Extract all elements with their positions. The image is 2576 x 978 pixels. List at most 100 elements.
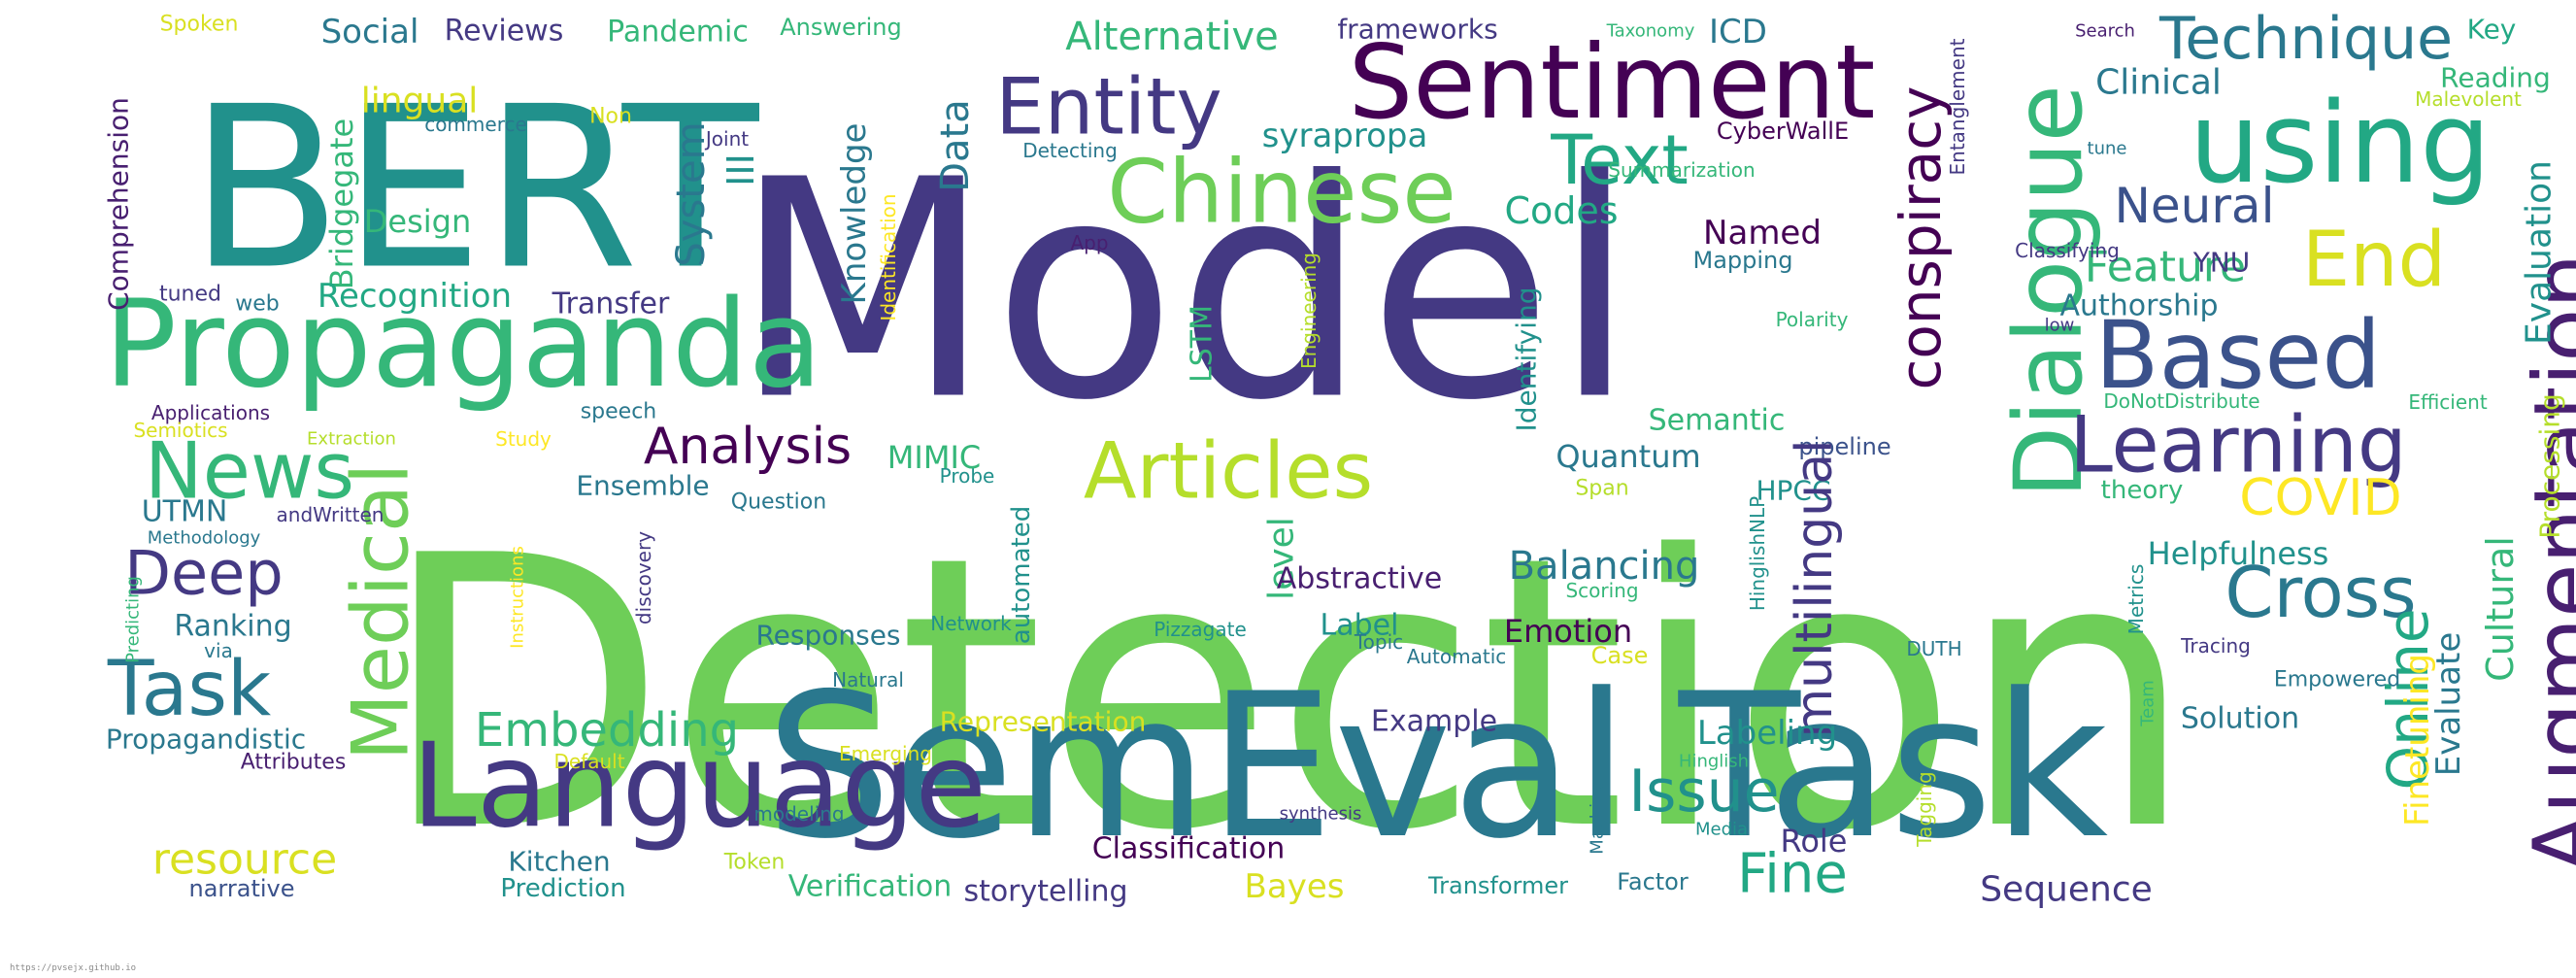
word-detecting-59: Detecting [1022,139,1118,162]
word-detection-0: Detection [380,477,2195,912]
word-knowledge-58: Knowledge [835,123,874,305]
word-recognition-74: Recognition [318,277,512,316]
word-multilingual-109: multilingual [1786,439,1844,737]
word-propagandistic-134: Propagandistic [106,724,306,756]
word-transfer-75: Transfer [552,287,670,321]
word-kitchen-149: Kitchen [508,846,610,878]
word-chinese-9: Chinese [1107,142,1456,244]
word-default-140: Default [553,750,624,773]
word-issue-29: Issue [1628,758,1779,826]
word-speech-88: speech [581,400,657,424]
word-hinglish-142: Hinglish [1679,752,1749,772]
word-example-136: Example [1371,705,1497,739]
word-theory-95: theory [2101,476,2184,505]
word-frameworks-41: frameworks [1337,14,1497,46]
word-natural-133: Natural [832,668,904,691]
word-bert-2: BERT [189,60,760,320]
word-efficient-84: Efficient [2408,390,2488,414]
word-semeval-3: SemEval [765,652,1628,883]
word-named-68: Named [1703,214,1822,253]
word-token-150: Token [723,851,786,875]
word-ranking-115: Ranking [174,610,291,644]
word-non-50: Non [589,105,632,129]
word-attributes-139: Attributes [241,751,347,775]
word-dialogue-13: Dialogue [1994,84,2103,498]
word-language-5: Language [412,720,987,855]
word-ensemble-96: Ensemble [576,470,709,502]
word-answering-39: Answering [780,14,902,41]
word-analysis-21: Analysis [644,418,852,476]
word-donotdistribute-85: DoNotDistribute [2103,389,2259,413]
word-discovery-105: discovery [632,531,655,624]
word-app-70: App [1070,231,1108,254]
word-syrapropa-60: syrapropa [1262,117,1428,155]
word-verification-152: Verification [788,870,953,904]
word-tagging-143: Tagging [1913,771,1936,847]
word-ynu-65: YNU [2192,247,2251,279]
word-data-32: Data [933,99,978,192]
word-solution-138: Solution [2181,702,2299,736]
word-classifying-80: Classifying [2015,239,2120,262]
word-role-148: Role [1781,823,1848,860]
word-media-147: Media [1695,820,1748,840]
word-methodology-103: Methodology [148,528,261,549]
word-processing-86: Processing [2534,393,2566,539]
word-entity-8: Entity [995,62,1222,152]
word-tracing-128: Tracing [2180,634,2251,658]
word-applications-87: Applications [151,401,270,424]
word-narrative-153: narrative [189,875,295,902]
word-balancing-108: Balancing [1509,544,1700,589]
word-lstm-73: LSTM [1186,305,1220,383]
word-technique-12: Technique [2158,5,2453,73]
word-storytelling-155: storytelling [963,875,1127,909]
word-extraction-90: Extraction [307,429,396,450]
word-sequence-159: Sequence [1980,870,2153,910]
word-duth-127: DUTH [1906,637,1961,660]
word-summarization-62: Summarization [1608,158,1755,182]
word-alternative-35: Alternative [1065,15,1278,59]
word-resource-31: resource [152,835,337,885]
word-propaganda-6: Propaganda [104,275,821,415]
word-andwritten-102: andWritten [277,503,385,526]
word-identification-71: Identification [877,193,900,320]
word-factor-158: Factor [1617,868,1689,895]
word-polarity-79: Polarity [1776,308,1849,331]
word-hpcc-99: HPCC [1756,475,1830,507]
word-prediction-154: Prediction [500,874,625,903]
word-pandemic-38: Pandemic [607,16,749,50]
word-sentiment-7: Sentiment [1349,23,1876,142]
word-text-10: Text [1550,120,1689,200]
word-evaluate-130: Evaluate [2429,632,2468,777]
word-entanglement-63: Entanglement [1946,38,1969,175]
word-medical-19: Medical [336,463,426,760]
word-search-45: Search [2075,21,2135,42]
word-commerce-52: commerce [424,113,527,136]
word-taxonomy-42: Taxonomy [1606,21,1695,42]
word-modeling-144: modeling [753,802,844,826]
word-network-117: Network [930,612,1012,635]
word-cross-22: Cross [2225,552,2416,633]
word-metrics-111: Metrics [2124,564,2148,635]
word-lingual-49: lingual [361,82,479,121]
word-hinglishnlp-110: HinglishNLP [1746,496,1769,611]
word-semantic-83: Semantic [1649,404,1786,438]
word-news-20: News [145,426,354,517]
word-online-25: Online [2375,608,2441,790]
word-labeling-137: Labeling [1697,714,1837,753]
word-cyberwalle-61: CyberWallE [1717,118,1849,145]
word-using-11: using [2190,79,2492,209]
word-design-54: Design [364,203,471,240]
word-web-76: web [235,292,280,317]
word-empowered-129: Empowered [2274,668,2400,692]
word-icd-43: ICD [1709,13,1767,51]
word-evaluation-66: Evaluation [2520,160,2559,345]
word-via-116: via [204,639,233,662]
word-transformer-157: Transformer [1427,872,1568,899]
word-pipeline-94: pipeline [1798,433,1890,460]
word-mapping-69: Mapping [1693,247,1793,274]
word-codes-67: Codes [1504,189,1618,232]
word-utmn-101: UTMN [142,495,228,529]
word-predicting-114: Predicting [123,576,144,663]
word-helpfulness-112: Helpfulness [2148,535,2329,572]
